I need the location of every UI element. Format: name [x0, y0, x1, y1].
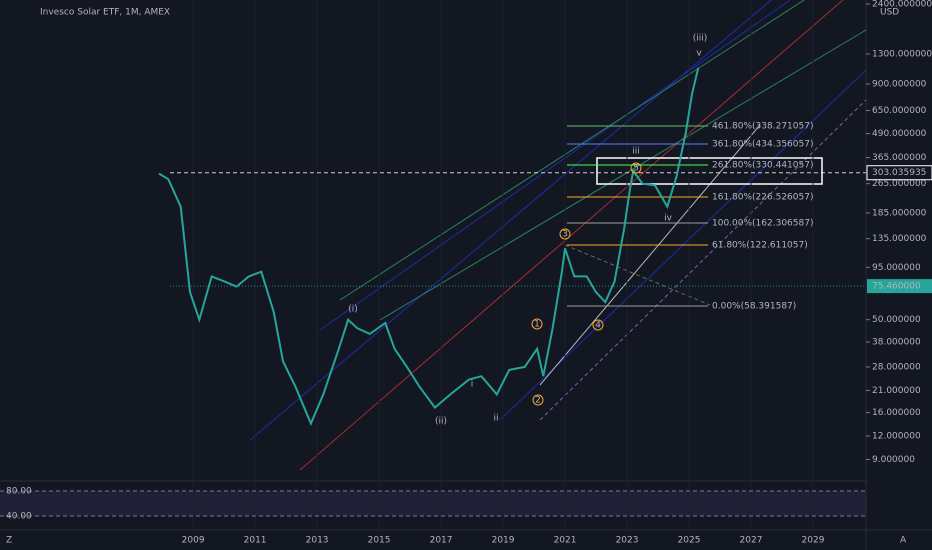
wave-circle: [559, 228, 571, 240]
wave-label: i: [471, 380, 474, 390]
x-tick-label: 2011: [244, 536, 267, 546]
fib-label: 261.80%(330.441057): [712, 161, 813, 171]
y-tick-label: 650.000000: [872, 106, 927, 116]
fib-label: 361.80%(434.356057): [712, 140, 813, 150]
x-tick-label: 2029: [802, 536, 825, 546]
wave-label: v: [696, 49, 702, 59]
y-tick-label: 50.000000: [872, 315, 921, 325]
y-tick-label: 490.000000: [872, 129, 927, 139]
wave-circle: [532, 394, 544, 406]
channel-line: [379, 29, 867, 321]
x-tick-label: 2021: [554, 536, 577, 546]
wave-label: (ii): [435, 417, 447, 427]
y-tick-label: 95.000000: [872, 263, 921, 273]
x-tick-label: 2025: [678, 536, 701, 546]
x-tick-label: 2027: [740, 536, 763, 546]
corner-right: A: [900, 536, 907, 546]
y-tick-label: 16.000000: [872, 408, 921, 418]
wave-label: iv: [664, 214, 673, 224]
wave-label: iii: [632, 147, 640, 157]
y-tick-label: 9.000000: [872, 455, 915, 465]
price-line-series: [158, 67, 700, 427]
rsi-tick-label: 80.00: [6, 487, 32, 497]
title: Invesco Solar ETF, 1M, AMEX: [40, 8, 170, 18]
channel-line: [249, 0, 773, 441]
target-box: [596, 157, 823, 185]
corner-left: Z: [6, 536, 12, 546]
y-tick-label: 38.000000: [872, 338, 921, 348]
channel-line: [539, 99, 867, 421]
y-tick-label: 900.000000: [872, 79, 927, 89]
price-tag: [866, 165, 932, 181]
channel-line: [339, 0, 806, 301]
y-tick-label: 265.000000: [872, 179, 927, 189]
price-tag-label: 303.035935: [872, 168, 926, 178]
rsi-tick-label: 40.00: [6, 512, 32, 522]
wave-label: (i): [348, 305, 358, 315]
y-tick-label: 28.000000: [872, 362, 921, 372]
currency: USD: [880, 8, 899, 18]
wave-label: ii: [493, 414, 498, 424]
wave-circle: [592, 319, 604, 331]
channel-line: [299, 0, 844, 471]
y-tick-label: 1300.000000: [872, 49, 932, 59]
wave-circle: [630, 162, 642, 174]
channel-line: [319, 0, 791, 331]
y-tick-label: 185.000000: [872, 208, 927, 218]
y-tick-label: 365.000000: [872, 153, 927, 163]
x-tick-label: 2019: [492, 536, 515, 546]
fib-label: 100.00%(162.306587): [712, 219, 813, 229]
fib-label: 0.00%(58.391587): [712, 302, 796, 312]
wave-label: (iii): [693, 34, 708, 44]
trend-line: [564, 244, 711, 306]
wave-label: 5: [633, 164, 639, 174]
wave-label: 3: [562, 230, 568, 240]
y-tick-label: 135.000000: [872, 234, 927, 244]
fib-label: 161.80%(226.526057): [712, 193, 813, 203]
y-tick-label: 21.000000: [872, 386, 921, 396]
x-tick-label: 2015: [368, 536, 391, 546]
price-tag: [867, 279, 932, 294]
wave-label: 2: [535, 396, 541, 406]
rsi-band: [0, 491, 866, 516]
fib-label: 61.80%(122.611057): [712, 241, 808, 251]
wave-label: 1: [534, 320, 540, 330]
trend-line: [539, 124, 761, 386]
wave-label: 4: [595, 321, 601, 331]
y-tick-label: 2400.000000: [872, 0, 932, 9]
x-tick-label: 2009: [182, 536, 205, 546]
x-tick-label: 2013: [306, 536, 329, 546]
price-tag-label: 75.460000: [872, 282, 921, 292]
x-tick-label: 2023: [616, 536, 639, 546]
fib-label: 461.80%(338.271057): [712, 122, 813, 132]
y-tick-label: 12.000000: [872, 432, 921, 442]
wave-circle: [531, 318, 543, 330]
x-tick-label: 2017: [430, 536, 453, 546]
